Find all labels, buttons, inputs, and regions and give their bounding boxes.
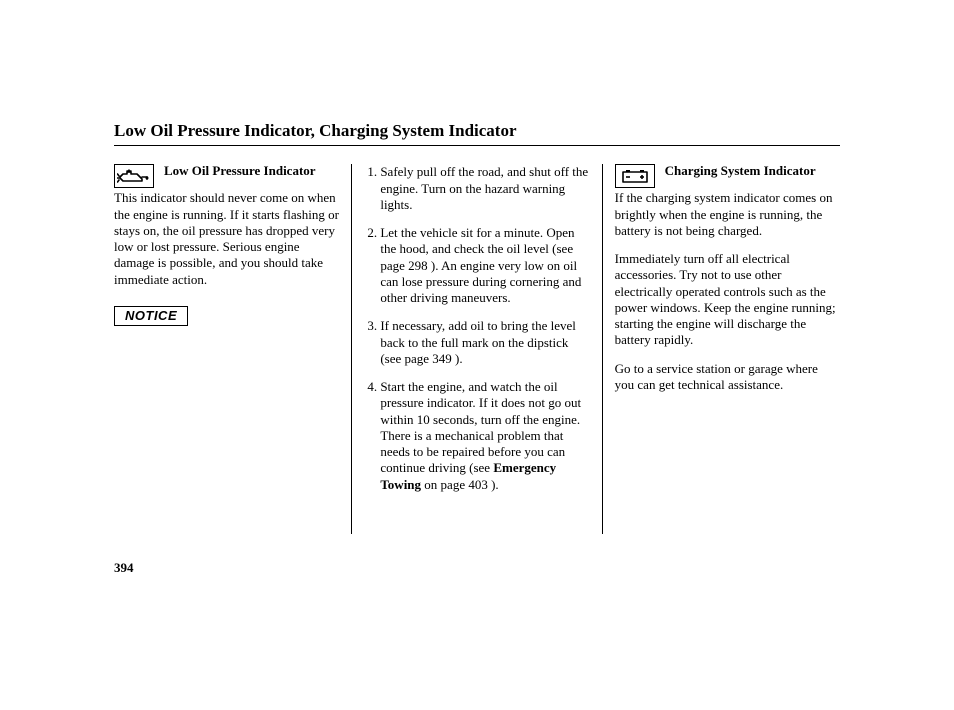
oil-pressure-header: Low Oil Pressure Indicator <box>114 164 339 188</box>
page-number: 394 <box>114 560 134 576</box>
charging-system-header: Charging System Indicator <box>615 164 840 188</box>
column-right: Charging System Indicator If the chargin… <box>602 164 840 534</box>
step-1-text: Safely pull off the road, and shut off t… <box>380 164 588 212</box>
step-3: If necessary, add oil to bring the level… <box>380 318 589 367</box>
charging-p1: If the charging system indicator comes o… <box>615 190 840 239</box>
column-middle: Safely pull off the road, and shut off t… <box>351 164 601 534</box>
step-3-text: If necessary, add oil to bring the level… <box>380 318 576 366</box>
columns-container: Low Oil Pressure Indicator This indicato… <box>114 164 840 534</box>
charging-system-heading-text: Charging System Indicator <box>665 164 816 179</box>
charging-p2: Immediately turn off all electrical acce… <box>615 251 840 349</box>
notice-box: NOTICE <box>114 306 188 326</box>
oil-pressure-body: This indicator should never come on when… <box>114 190 339 288</box>
oil-pressure-heading-text: Low Oil Pressure Indicator <box>164 164 316 179</box>
column-left: Low Oil Pressure Indicator This indicato… <box>114 164 351 534</box>
battery-icon <box>615 164 655 188</box>
oil-pressure-icon <box>114 164 154 188</box>
step-1: Safely pull off the road, and shut off t… <box>380 164 589 213</box>
page-title: Low Oil Pressure Indicator, Charging Sys… <box>114 120 840 146</box>
page-container: Low Oil Pressure Indicator, Charging Sys… <box>0 0 954 534</box>
steps-list: Safely pull off the road, and shut off t… <box>364 164 589 493</box>
step-2: Let the vehicle sit for a minute. Open t… <box>380 225 589 306</box>
step-4: Start the engine, and watch the oil pres… <box>380 379 589 493</box>
charging-p3: Go to a service station or garage where … <box>615 361 840 394</box>
step-2-text: Let the vehicle sit for a minute. Open t… <box>380 225 581 305</box>
step-4-post: on page 403 ). <box>421 477 499 492</box>
